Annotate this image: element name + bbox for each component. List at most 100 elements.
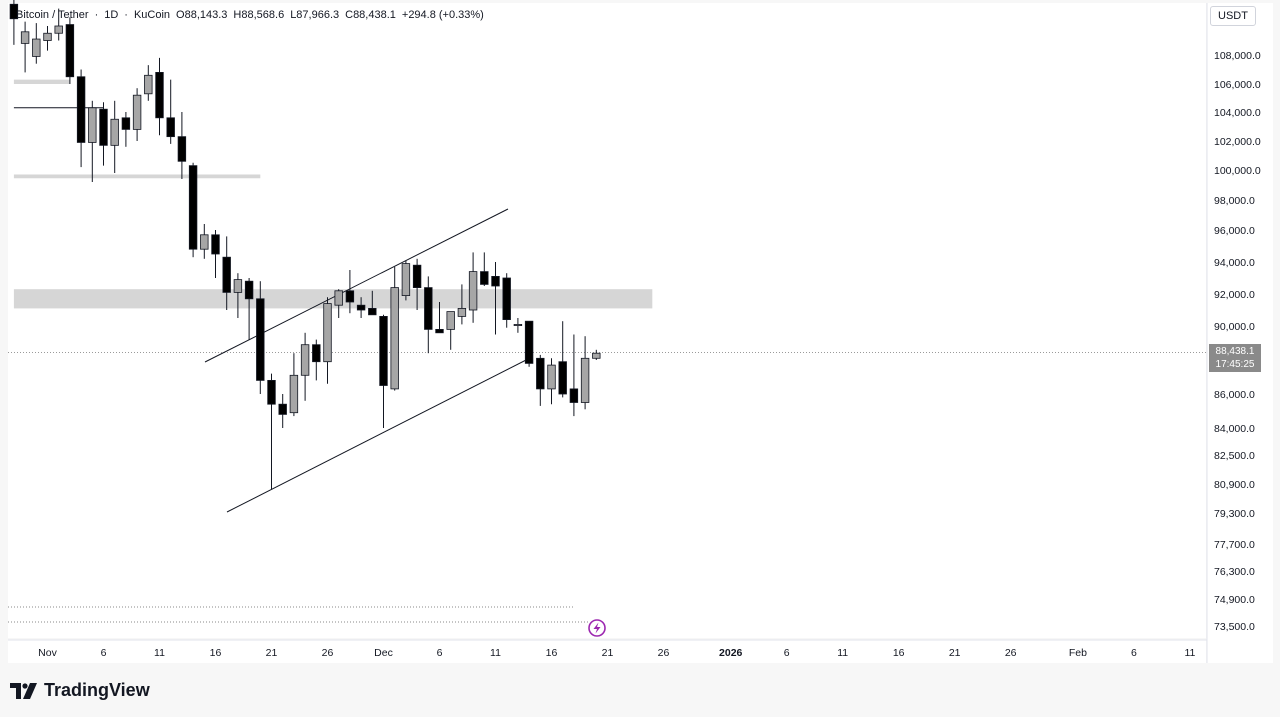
price-tick-label: 74,900.0 <box>1214 594 1255 606</box>
price-tick-label: 96,000.0 <box>1214 225 1255 237</box>
trendline[interactable] <box>204 208 509 363</box>
support-resistance-zones <box>13 79 653 309</box>
candle-body <box>468 271 478 311</box>
time-tick-label: Nov <box>38 647 57 659</box>
candle[interactable] <box>132 88 142 141</box>
trendlines[interactable] <box>204 208 533 513</box>
time-tick-label: 11 <box>154 647 165 659</box>
candle[interactable] <box>300 332 310 401</box>
candle[interactable] <box>65 17 75 84</box>
tradingview-logo-icon <box>10 682 38 699</box>
candle[interactable] <box>390 266 399 391</box>
candle[interactable] <box>379 314 388 428</box>
candle[interactable] <box>188 162 198 258</box>
candle-body <box>177 136 187 162</box>
candle[interactable] <box>177 112 187 179</box>
candle[interactable] <box>54 8 63 41</box>
price-axis-area[interactable] <box>1207 3 1273 663</box>
candle-body <box>323 303 332 363</box>
candle[interactable] <box>502 273 511 328</box>
time-axis-area[interactable] <box>8 640 1206 663</box>
candle[interactable] <box>592 349 601 360</box>
candle[interactable] <box>110 100 119 173</box>
candle[interactable] <box>345 270 355 314</box>
plot-area[interactable] <box>8 3 1206 638</box>
candle[interactable] <box>9 0 19 45</box>
candle[interactable] <box>233 273 243 318</box>
candle[interactable] <box>480 252 489 286</box>
price-zone[interactable] <box>13 174 261 179</box>
candle[interactable] <box>356 297 366 318</box>
candle-body <box>256 298 265 381</box>
candle[interactable] <box>446 311 455 350</box>
candle[interactable] <box>155 57 164 136</box>
candle[interactable] <box>547 358 556 405</box>
price-tick-label: 77,700.0 <box>1214 539 1255 551</box>
price-tick-label: 94,000.0 <box>1214 257 1255 269</box>
candle[interactable] <box>256 281 265 394</box>
time-tick-label: 16 <box>210 647 222 659</box>
candle[interactable] <box>222 236 231 310</box>
symbol-name[interactable]: Bitcoin / Tether <box>16 9 89 21</box>
price-tick-label: 100,000.0 <box>1214 165 1261 177</box>
candle[interactable] <box>200 224 209 259</box>
symbol-ohlc-legend[interactable]: Bitcoin / Tether · 1D · KuCoin O88,143.3… <box>16 9 484 21</box>
price-zone[interactable] <box>13 289 653 309</box>
candle-body <box>480 271 489 285</box>
candle[interactable] <box>334 289 343 318</box>
candle[interactable] <box>491 262 500 335</box>
candle[interactable] <box>312 339 321 381</box>
candle[interactable] <box>289 353 299 417</box>
interval-label[interactable]: 1D <box>104 9 119 21</box>
time-axis-labels: Nov 6 11 16 21 26 Dec 6 11 16 21 26 2026 6 11 16 21 26 Feb… <box>38 647 1195 659</box>
tradingview-brand[interactable]: TradingView <box>10 680 150 701</box>
candle[interactable] <box>424 276 433 354</box>
price-axis-labels: 108,000.0 106,000.0 104,000.0 102,000.0 100,… <box>1214 50 1261 633</box>
candle[interactable] <box>435 302 444 334</box>
candle-body <box>289 374 299 414</box>
candle[interactable] <box>43 26 52 51</box>
candle[interactable] <box>368 290 377 316</box>
candle-body <box>502 277 511 320</box>
time-tick-label: 26 <box>658 647 670 659</box>
candle[interactable] <box>412 258 422 310</box>
candle-body <box>32 38 41 57</box>
trendline[interactable] <box>226 356 533 513</box>
candle[interactable] <box>166 79 175 144</box>
candle[interactable] <box>211 230 220 278</box>
candle-body <box>446 311 455 330</box>
candle[interactable] <box>558 321 567 398</box>
candle[interactable] <box>580 336 590 410</box>
currency-button[interactable]: USDT <box>1210 6 1256 26</box>
candle[interactable] <box>401 260 411 301</box>
candle-body <box>267 379 276 405</box>
candle[interactable] <box>323 297 332 384</box>
candle[interactable] <box>267 373 276 490</box>
price-zone[interactable] <box>13 79 70 84</box>
candle[interactable] <box>536 354 545 406</box>
candle[interactable] <box>32 23 41 64</box>
time-tick-label: 21 <box>602 647 614 659</box>
candle[interactable] <box>569 334 579 417</box>
candle[interactable] <box>457 284 467 325</box>
candle[interactable] <box>468 252 478 323</box>
price-tick-label: 104,000.0 <box>1214 107 1261 119</box>
candle[interactable] <box>88 100 97 182</box>
time-tick-label: 16 <box>893 647 905 659</box>
candle[interactable] <box>121 112 131 147</box>
candle[interactable] <box>278 394 287 428</box>
candle[interactable] <box>144 65 153 101</box>
lightning-icon[interactable] <box>588 619 606 637</box>
candle-body <box>513 323 523 326</box>
candle[interactable] <box>513 318 523 333</box>
candle[interactable] <box>76 69 86 168</box>
candle[interactable] <box>244 278 254 340</box>
candle[interactable] <box>524 320 534 367</box>
candle[interactable] <box>20 21 30 73</box>
candles[interactable] <box>9 0 601 490</box>
candle-countdown: 17:45:25 <box>1215 359 1255 370</box>
price-tick-label: 108,000.0 <box>1214 50 1261 62</box>
candle[interactable] <box>99 102 108 166</box>
close-value: C88,438.1 <box>345 9 396 21</box>
